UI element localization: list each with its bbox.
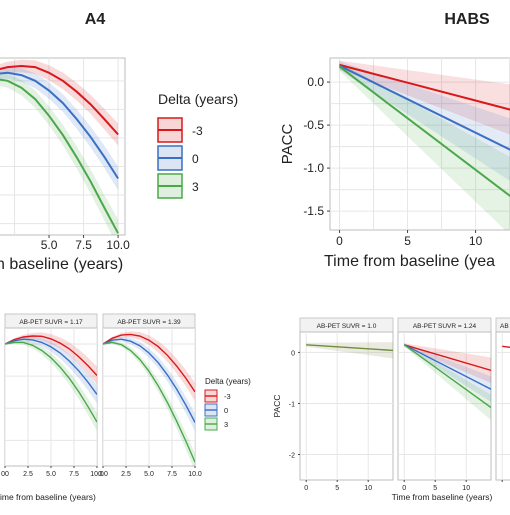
a4-bottom-strip-label: AB-PET SUVR = 1.39 <box>117 319 181 326</box>
habs-top-title: HABS <box>444 11 490 28</box>
a4-bottom-xtick-label: 5.0 <box>144 471 154 478</box>
a4-bottom-xtick-label: 2.5 <box>23 471 33 478</box>
habs-bottom-x-axis-label: Time from baseline (years) <box>392 492 493 502</box>
a4-bottom-xtick-label: 10.0 <box>188 471 202 478</box>
a4-top-legend-label--3: -3 <box>192 124 203 138</box>
habs-bottom-ytick-label: -2 <box>289 452 295 459</box>
a4-top-legend-title: Delta (years) <box>158 91 238 107</box>
habs-bottom-ytick-label: -1 <box>289 401 295 408</box>
habs-bottom-xtick-label: 0 <box>304 485 308 492</box>
a4-top-xtick-label: 10.0 <box>106 238 130 252</box>
a4-top-legend-label-0: 0 <box>192 152 199 166</box>
habs-top-ytick-label: -0.5 <box>303 118 324 132</box>
a4-top-xtick-label: 7.5 <box>75 238 92 252</box>
habs-top-xtick-label: 5 <box>404 234 411 248</box>
habs-bottom-xtick-label: 5 <box>335 485 339 492</box>
a4-bottom-xtick-label: 5.0 <box>46 471 56 478</box>
a4-bottom-xtick-label: 7.5 <box>69 471 79 478</box>
habs-bottom-xtick-label: 0 <box>402 485 406 492</box>
a4-bottom-xtick-label: 0.0 <box>98 471 108 478</box>
habs-top-y-axis-label: PACC <box>279 124 296 165</box>
a4-bottom-xtick-label: 7.5 <box>167 471 177 478</box>
a4-top-title: A4 <box>85 11 106 28</box>
a4-bottom-legend-label--3: -3 <box>224 392 231 401</box>
habs-bottom-y-axis-label: PACC <box>272 395 282 418</box>
a4-bottom-xtick-label: 00 <box>1 471 9 478</box>
habs-top-ytick-label: 0.0 <box>307 75 324 89</box>
habs-bottom-xtick-label: 5 <box>433 485 437 492</box>
habs-top-ytick-label: -1.0 <box>303 161 324 175</box>
habs-bottom-strip-label: AB-PET SUVR = 1.24 <box>413 323 477 330</box>
habs-bottom-xtick-label: 10 <box>462 485 470 492</box>
a4-top-xtick-label: 5.0 <box>41 238 58 252</box>
habs-bottom-ytick-label: 0 <box>291 350 295 357</box>
habs-top-x-axis-label: Time from baseline (yea <box>324 253 495 270</box>
habs-bottom-xtick-label: 10 <box>364 485 372 492</box>
habs-top-xtick-label: 10 <box>469 234 483 248</box>
habs-top-xtick-label: 0 <box>336 234 343 248</box>
a4-top-legend-label-3: 3 <box>192 180 199 194</box>
habs-top-ytick-label: -1.5 <box>303 204 324 218</box>
a4-bottom-x-axis-label: ime from baseline (years) <box>0 492 96 502</box>
a4-bottom-legend-title: Delta (years) <box>205 377 251 386</box>
a4-bottom-legend-label-0: 0 <box>224 406 228 415</box>
a4-bottom-legend-label-3: 3 <box>224 420 228 429</box>
habs-bottom-strip-label: AB-PET SUVR = 1.0 <box>317 323 377 330</box>
a4-bottom-strip-label: AB-PET SUVR = 1.17 <box>19 319 83 326</box>
habs-bottom-panel-border <box>496 332 510 480</box>
habs-bottom-strip-label: AB <box>500 323 509 330</box>
a4-bottom-xtick-label: 2.5 <box>121 471 131 478</box>
a4-top-x-axis-label: n baseline (years) <box>0 256 123 273</box>
